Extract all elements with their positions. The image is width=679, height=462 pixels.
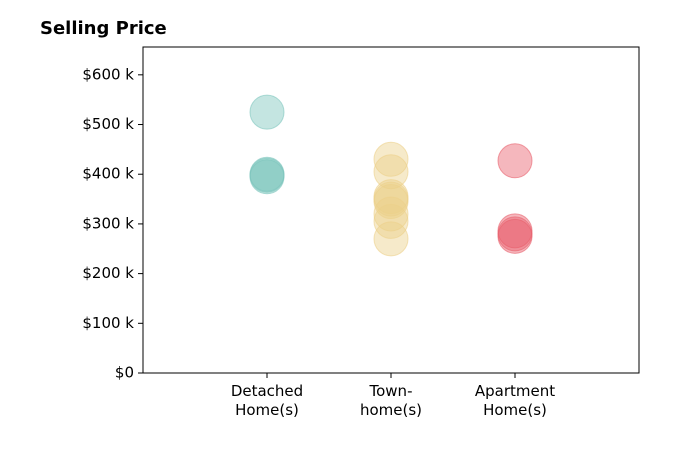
point <box>373 196 409 232</box>
x-tick-label: Apartment Home(s) <box>474 382 556 419</box>
point <box>373 221 409 257</box>
point <box>497 218 533 254</box>
point <box>249 159 285 195</box>
y-tick-label: $300 k <box>82 214 134 232</box>
point <box>373 184 409 220</box>
y-tick-label: $0 <box>115 364 134 382</box>
y-tick-label: $500 k <box>82 115 134 133</box>
y-tick-label: $100 k <box>82 314 134 332</box>
x-tick-label: Detached Home(s) <box>230 382 304 419</box>
point <box>497 143 533 179</box>
point <box>373 141 409 177</box>
x-tick-label: Town- home(s) <box>359 382 423 419</box>
point <box>373 154 409 190</box>
chart-title: Selling Price <box>40 18 167 39</box>
y-tick-label: $400 k <box>82 165 134 183</box>
y-tick-label: $600 k <box>82 65 134 83</box>
y-tick-label: $200 k <box>82 264 134 282</box>
point <box>249 94 285 130</box>
